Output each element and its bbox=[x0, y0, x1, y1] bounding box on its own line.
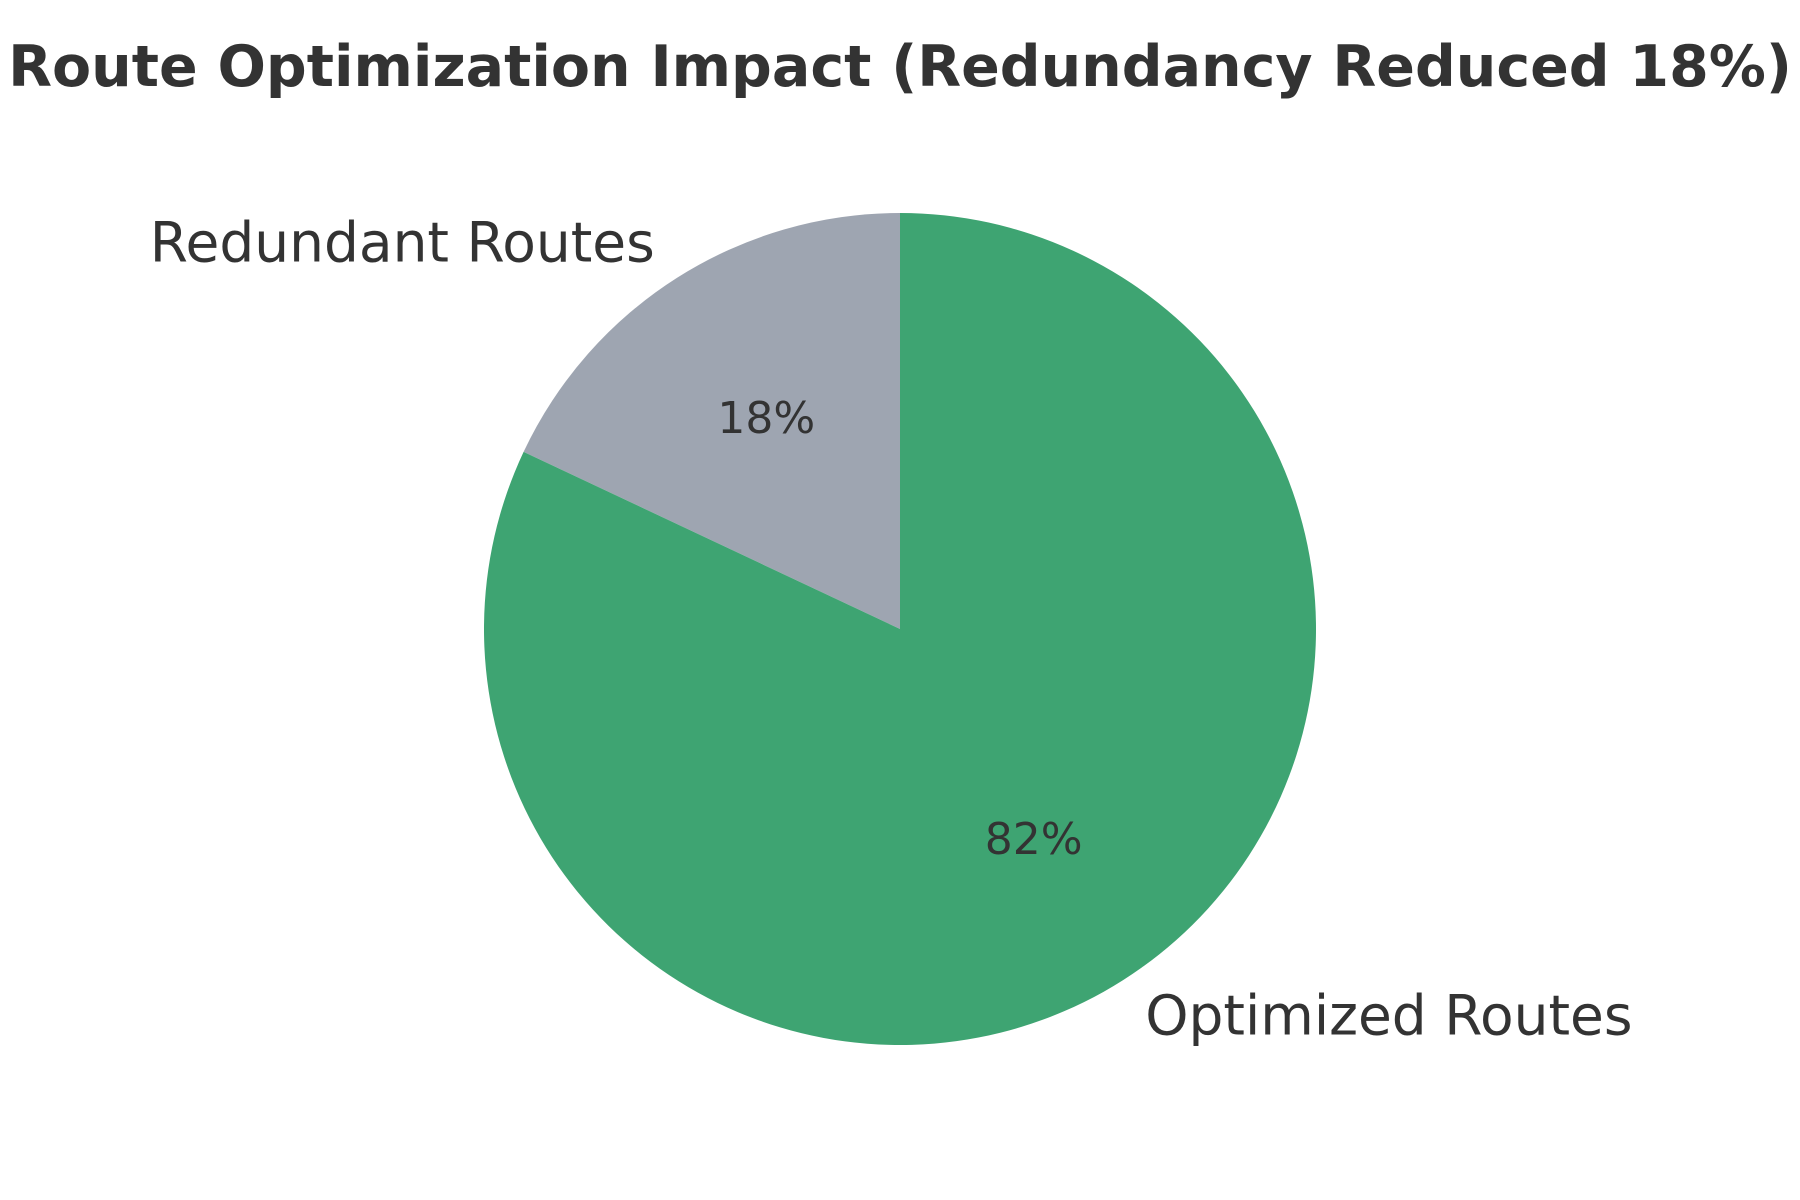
pie-slice-1 bbox=[484, 213, 1317, 1045]
pie-pct-label-0: 18% bbox=[717, 393, 815, 444]
pie-pct-label-1: 82% bbox=[985, 814, 1083, 865]
chart-title: Route Optimization Impact (Redundancy Re… bbox=[8, 34, 1792, 100]
pie-slice-label-1: Optimized Routes bbox=[1145, 983, 1632, 1047]
pie-slice-label-0: Redundant Routes bbox=[150, 211, 655, 275]
pie-slice-0 bbox=[523, 213, 900, 629]
